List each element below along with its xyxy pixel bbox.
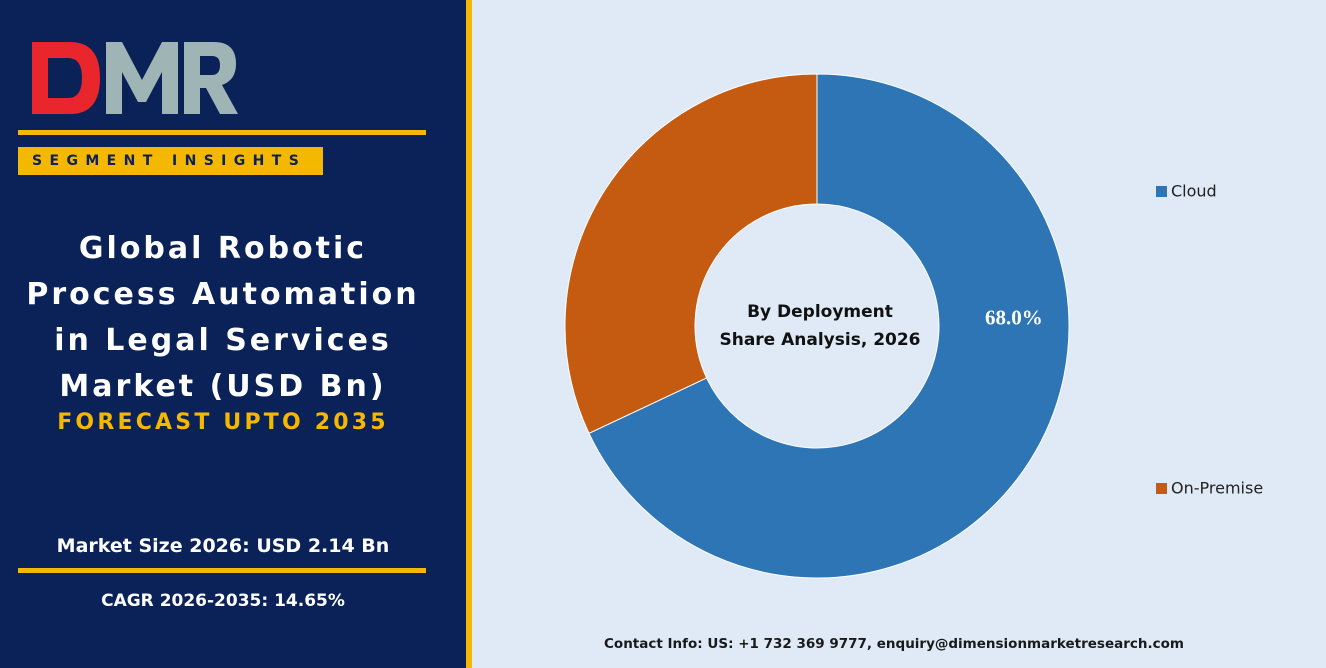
top-gold-rule [18,130,426,135]
title-line-4: Market (USD Bn) [59,369,387,404]
legend-swatch-cloud [1156,186,1167,197]
logo-letter-d [32,42,100,114]
slice-on-premise [564,73,818,434]
chart-slices [564,73,1070,579]
segment-insights-badge: SEGMENT INSIGHTS [18,147,323,175]
legend-label-cloud: Cloud [1171,182,1217,201]
logo-letter-r [184,42,238,114]
title-line-3: in Legal Services [54,323,392,358]
chart-center-label: By Deployment Share Analysis, 2026 [719,302,920,350]
legend-label-on-premise: On-Premise [1171,479,1263,498]
dmr-logo [32,42,238,114]
chart-legend: Cloud On-Premise [1156,182,1263,498]
center-label-line-1: By Deployment [747,302,893,322]
left-panel: SEGMENT INSIGHTS Global Robotic Process … [0,0,466,668]
slice-cloud [588,73,1070,579]
panel-divider [466,0,472,668]
contact-info: Contact Info: US: +1 732 369 9777, enqui… [604,636,1184,652]
market-size: Market Size 2026: USD 2.14 Bn [56,535,390,557]
bottom-gold-rule [18,568,426,573]
title-line-2: Process Automation [26,277,420,312]
data-label-cloud: 68.0% [985,305,1043,329]
title-line-1: Global Robotic [78,231,368,266]
cagr: CAGR 2026-2035: 14.65% [101,591,345,611]
center-label-line-2: Share Analysis, 2026 [719,330,920,350]
report-title: Global Robotic Process Automation in Leg… [10,226,436,410]
forecast-label: FORECAST UPTO 2035 [57,410,389,435]
chart-data-labels: 68.0% [985,305,1043,329]
logo-letter-m [106,42,178,114]
legend-swatch-on-premise [1156,483,1167,494]
